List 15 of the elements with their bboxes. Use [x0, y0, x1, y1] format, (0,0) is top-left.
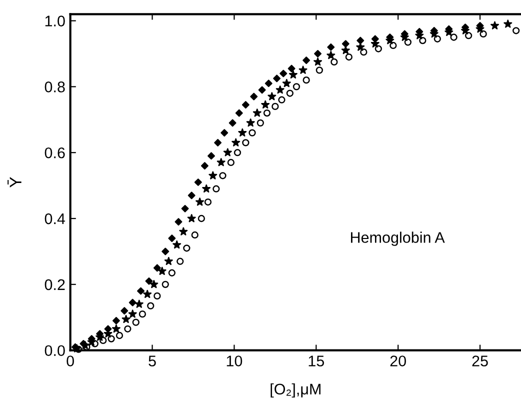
y-tick-label: 0.4 [44, 213, 66, 224]
annotation: Hemoglobin A [351, 232, 445, 246]
x-axis-title: [O₂],μM [270, 383, 320, 398]
x-tick-label: 15 [308, 356, 324, 366]
x-tick-label: 10 [226, 356, 242, 366]
y-tick-label: 0.6 [44, 147, 65, 158]
y-tick-label: 0.0 [44, 345, 65, 356]
x-tick-label: 5 [148, 356, 156, 366]
y-axis-title: Ȳ [8, 177, 22, 188]
y-tick-label: 0.8 [44, 82, 65, 92]
x-tick-label: 25 [472, 356, 488, 366]
x-tick-label: 20 [390, 356, 406, 366]
x-tick-label: 0 [66, 356, 74, 366]
y-tick-label: 1.0 [45, 16, 65, 26]
y-tick-label: 0.2 [44, 279, 65, 290]
